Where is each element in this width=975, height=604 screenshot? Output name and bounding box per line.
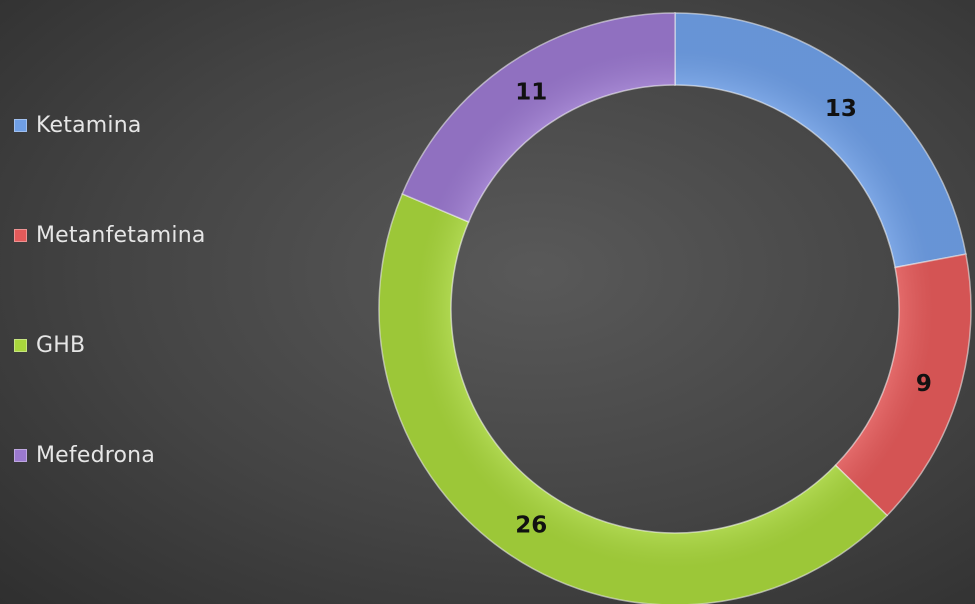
legend-item-mefedrona: Mefedrona: [14, 440, 155, 470]
legend-label-metanfetamina: Metanfetamina: [36, 222, 206, 248]
legend-swatch-metanfetamina: [14, 228, 27, 242]
legend-item-ketamina: Ketamina: [14, 110, 142, 140]
donut-slices: [378, 12, 972, 604]
legend-swatch-ketamina: [14, 118, 27, 132]
legend-label-ghb: GHB: [36, 332, 86, 358]
slice-ketamina: [674, 12, 967, 269]
legend-item-ghb: GHB: [14, 330, 85, 360]
data-label-metanfetamina: 9: [916, 371, 932, 397]
slice-mefedrona: [401, 12, 676, 223]
legend-item-metanfetamina: Metanfetamina: [14, 220, 206, 250]
legend-label-mefedrona: Mefedrona: [36, 442, 156, 468]
data-label-ketamina: 13: [825, 96, 857, 122]
legend-swatch-mefedrona: [14, 448, 27, 462]
data-label-ghb: 26: [515, 513, 547, 539]
legend-label-ketamina: Ketamina: [36, 112, 142, 138]
slice-metanfetamina: [834, 253, 972, 517]
donut-data-labels: 13 9 26 11: [515, 79, 932, 538]
legend-swatch-ghb: [14, 338, 27, 352]
slice-ghb: [378, 192, 889, 604]
data-label-mefedrona: 11: [515, 79, 547, 105]
